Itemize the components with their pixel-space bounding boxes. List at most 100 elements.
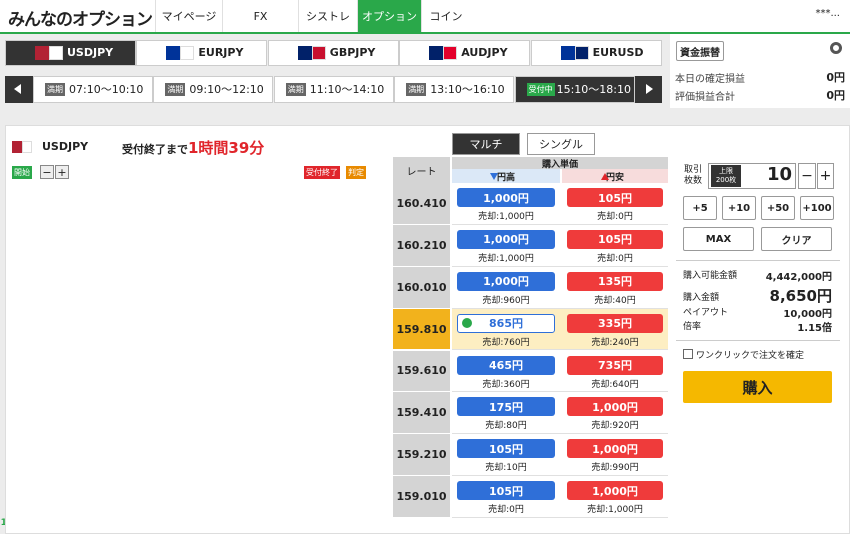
flag [297,46,312,60]
price-header: 購入単価 [452,157,668,170]
flag [166,46,181,60]
slot[interactable] [273,76,394,103]
flag [35,46,49,60]
low-button[interactable]: 1,000円 [567,397,663,417]
pair-tab[interactable] [530,40,662,66]
step-button[interactable]: +5 [683,196,717,220]
step-button[interactable]: +10 [722,196,756,220]
info-label: 倍率 [683,322,702,332]
rate-header: レート [393,157,450,184]
mode-tab[interactable]: シングル [527,133,595,155]
low-header: 円安 [562,169,668,184]
zoom-button[interactable]: + [55,165,69,179]
flag [429,46,444,60]
qty-label: 取引 枚数 [684,165,703,186]
nav-item[interactable]: シストレ [298,0,357,32]
countdown: 1時間39分 [188,139,265,157]
slot-time: 15:10〜18:10 [556,83,631,96]
user-menu[interactable]: ***... [815,8,840,19]
high-button[interactable]: 1,000円 [457,271,555,291]
low-sell: 売却:0円 [597,212,633,223]
low-button[interactable]: 735円 [567,355,663,375]
max-button[interactable]: MAX [683,227,754,251]
flag [49,46,63,60]
high-button[interactable]: 465円 [457,355,555,375]
header-line [0,32,850,34]
mode-tab[interactable]: マルチ [452,133,520,155]
pair-label: EURJPY [198,46,244,59]
nav-item[interactable]: マイページ [155,0,222,32]
low-sell: 売却:920円 [591,421,639,432]
header-bar [0,0,850,32]
low-sell: 売却:990円 [591,463,639,474]
high-button[interactable]: 175円 [457,397,555,417]
rate-cell: 159.210 [393,434,450,477]
high-button[interactable]: 1,000円 [457,188,555,208]
slot-status: 満期 [45,83,65,96]
high-button[interactable]: 1,000円 [457,229,555,249]
slot-time: 13:10〜16:10 [430,83,505,96]
slot-status: 満期 [406,83,427,96]
account-value: 0円 [826,71,845,84]
transfer-button[interactable]: 資金振替 [676,41,724,61]
zoom-button[interactable]: − [40,165,54,179]
flag [180,46,195,60]
low-button[interactable]: 105円 [567,229,663,249]
slot-time: 07:10〜10:10 [69,83,144,96]
info-value: 10,000円 [783,309,832,320]
flag [12,141,22,153]
divider [676,260,840,261]
low-sell: 売却:0円 [597,253,633,264]
rate-cell: 159.810 [393,308,450,351]
pair-tab[interactable] [5,40,136,66]
settings-icon[interactable] [830,42,842,54]
info-value: 4,442,000円 [765,272,832,283]
high-sell: 売却:960円 [482,295,530,306]
info-value: 1.15倍 [797,323,832,334]
step-button[interactable]: +50 [761,196,795,220]
high-sell: 売却:760円 [482,337,530,348]
rate-cell: 159.010 [393,476,450,518]
close-badge: 受付終了 [304,166,340,179]
minus-button[interactable]: − [798,163,816,189]
chart-pair: USDJPY [42,140,89,153]
up-icon [601,173,609,180]
flag [22,141,32,153]
limit-badge: 上限 200枚 [711,165,741,187]
start-badge: 開始 [12,166,32,179]
low-button[interactable]: 335円 [567,313,663,333]
high-button[interactable]: 865円 [457,313,555,333]
nav-item[interactable]: オプション [357,0,421,32]
low-button[interactable]: 1,000円 [567,481,663,501]
buy-button[interactable]: 購入 [683,371,832,403]
info-label: 購入可能金額 [683,271,738,281]
low-button[interactable]: 1,000円 [567,439,663,459]
flag [443,46,458,60]
nav-item[interactable]: コイン [421,0,470,32]
arrow [646,84,653,94]
check-icon [462,317,472,328]
high-sell: 売却:0円 [488,505,524,516]
low-sell: 売却:40円 [594,295,636,306]
checkbox[interactable] [683,349,693,359]
qty-field [708,163,796,189]
step-button[interactable]: +100 [800,196,834,220]
low-button[interactable]: 105円 [567,188,663,208]
nav-item[interactable]: FX [222,0,298,32]
rate-cell: 160.410 [393,183,450,225]
pair-tab[interactable] [399,40,531,66]
info-label: ペイアウト [683,308,729,318]
clear-button[interactable]: クリア [761,227,832,251]
high-button[interactable]: 105円 [457,439,555,459]
pair-tab[interactable] [267,40,399,66]
flag [574,46,589,60]
high-sell: 売却:1,000円 [478,212,534,223]
rate-cell: 159.610 [393,350,450,393]
high-button[interactable]: 105円 [457,481,555,501]
plus-button[interactable]: + [817,163,834,189]
judge-badge: 判定 [346,166,366,179]
low-button[interactable]: 135円 [567,271,663,291]
pair-tab[interactable] [136,40,268,66]
one-click-label: ワンクリックで注文を確定 [696,351,805,361]
down-icon [490,173,498,180]
